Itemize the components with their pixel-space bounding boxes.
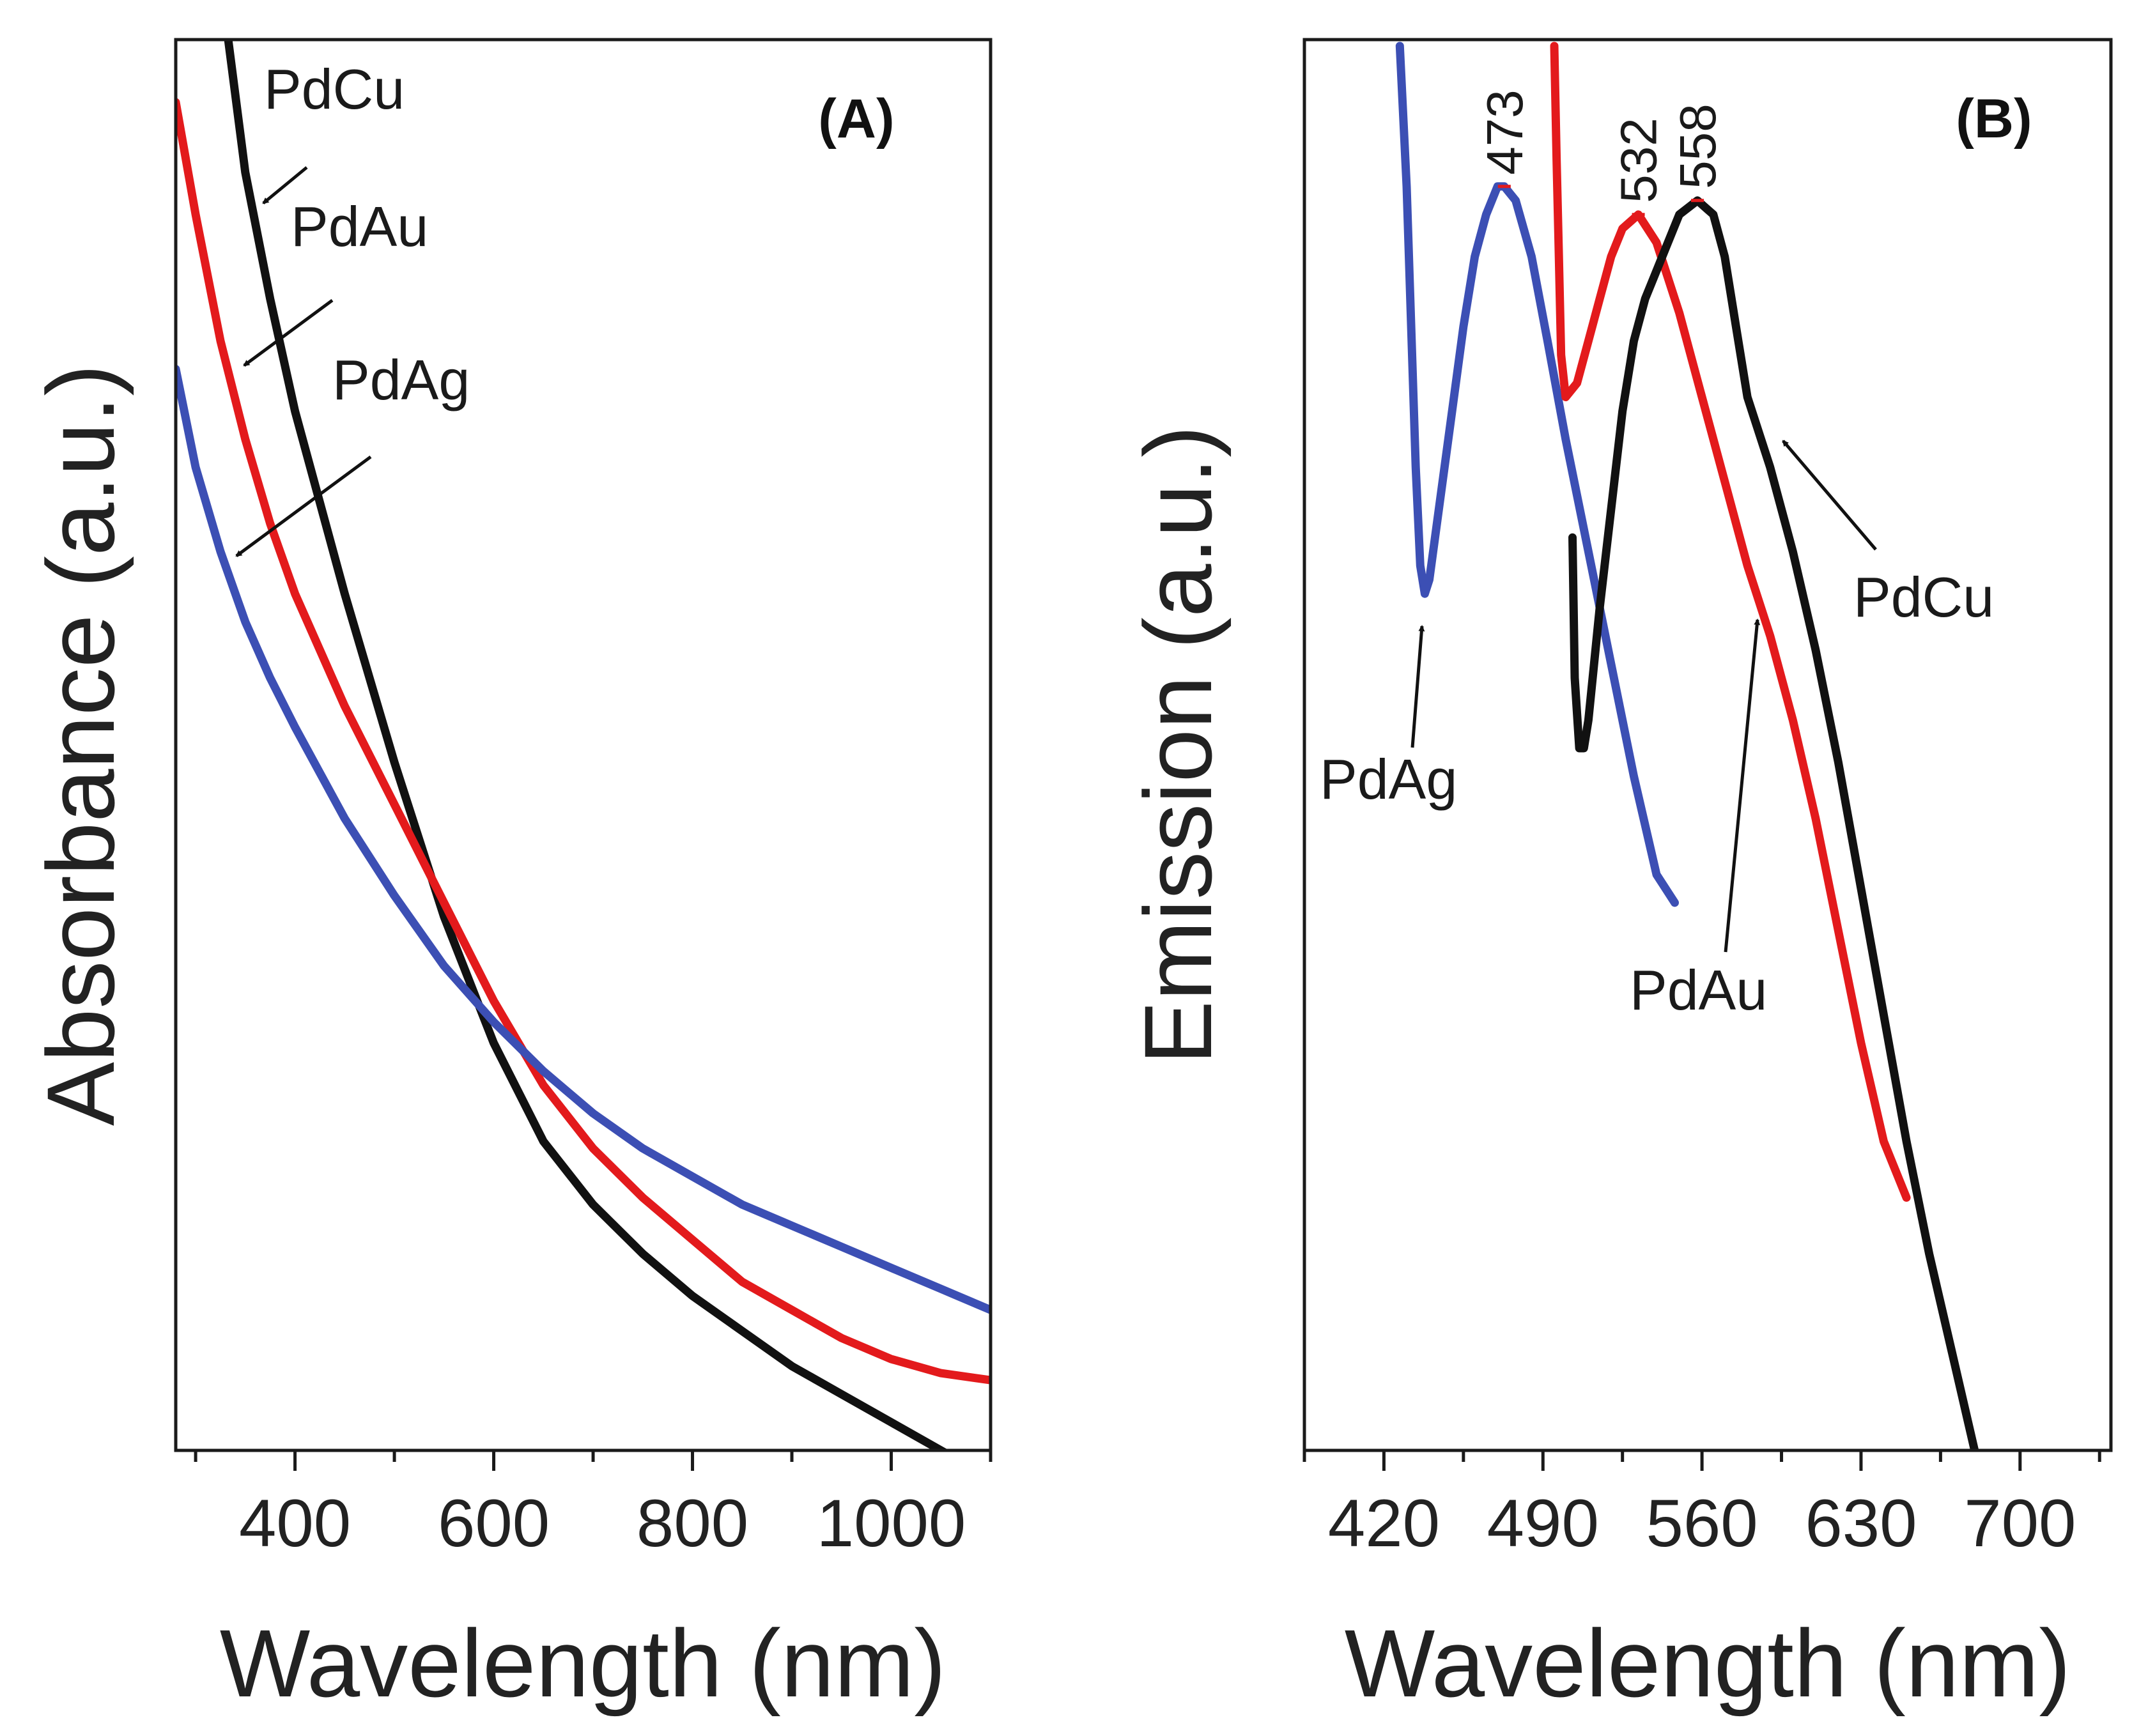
peak-label: 558 <box>1669 104 1726 188</box>
panel-a-arrow-pdcu <box>262 166 308 204</box>
series-line-pdcu <box>1568 196 1979 1450</box>
x-tick-label: 600 <box>438 1486 550 1561</box>
panel-b-y-axis-title: Emission (a.u.) <box>1124 426 1232 1064</box>
panel-a-label-pdau: PdAu <box>291 195 428 258</box>
panel-b-x-ticks: 420 490 560 630 700 <box>1302 1450 2101 1561</box>
panel-a-x-axis-title: Wavelength (nm) <box>220 1609 947 1717</box>
x-tick-label: 400 <box>239 1486 351 1561</box>
panel-b-label-pdau: PdAu <box>1630 958 1767 1022</box>
series-line-pdcu <box>224 40 950 1450</box>
panel-b-label-pdag: PdAg <box>1320 748 1457 811</box>
panel-a-arrow-pdag <box>235 455 372 558</box>
panel-a-y-axis-title: Absorbance (a.u.) <box>27 364 134 1126</box>
x-tick-label: 800 <box>637 1486 748 1561</box>
x-tick-label: 630 <box>1805 1486 1917 1561</box>
peak-label: 532 <box>1611 118 1667 203</box>
panel-b-arrow-pdau <box>1724 618 1761 953</box>
panel-b-tag: (B) <box>1956 88 2032 150</box>
panel-a-x-ticks: 400 600 800 1000 <box>194 1450 993 1561</box>
panel-b-x-axis-title: Wavelength (nm) <box>1345 1609 2071 1717</box>
panel-b-peak-labels: 473 532 558 <box>1476 89 1726 217</box>
panel-b-emission-chart: 420 490 560 630 700 473 532 558 (B) Wavelength… <box>1124 38 2113 1717</box>
panel-a-arrow-pdau <box>243 298 334 367</box>
x-tick-label: 700 <box>1964 1486 2076 1561</box>
panel-a-label-pdag: PdAg <box>332 348 470 411</box>
panel-a-tag: (A) <box>818 88 894 150</box>
x-tick-label: 490 <box>1487 1486 1599 1561</box>
panel-a-plot-frame <box>174 38 993 1452</box>
panel-a-absorbance-chart: 400 600 800 1000 (A) Wavelength (nm) Absorb… <box>27 38 993 1717</box>
x-tick-label: 1000 <box>817 1486 966 1561</box>
panel-b-series-group <box>1395 42 1979 1450</box>
series-line-pdau <box>1550 42 1911 1202</box>
series-line-pdag <box>1395 42 1679 907</box>
x-tick-label: 560 <box>1646 1486 1758 1561</box>
peak-label: 473 <box>1476 89 1533 174</box>
panel-a-series-group <box>176 40 991 1450</box>
panel-b-plot-frame <box>1302 38 2113 1452</box>
panel-b-arrow-pdcu <box>1782 440 1877 551</box>
x-tick-label: 420 <box>1328 1486 1440 1561</box>
panel-b-label-pdcu: PdCu <box>1853 565 1994 629</box>
panel-a-label-pdcu: PdCu <box>264 58 405 121</box>
panel-b-arrow-pdag <box>1410 625 1425 748</box>
series-line-pdag <box>176 365 991 1314</box>
